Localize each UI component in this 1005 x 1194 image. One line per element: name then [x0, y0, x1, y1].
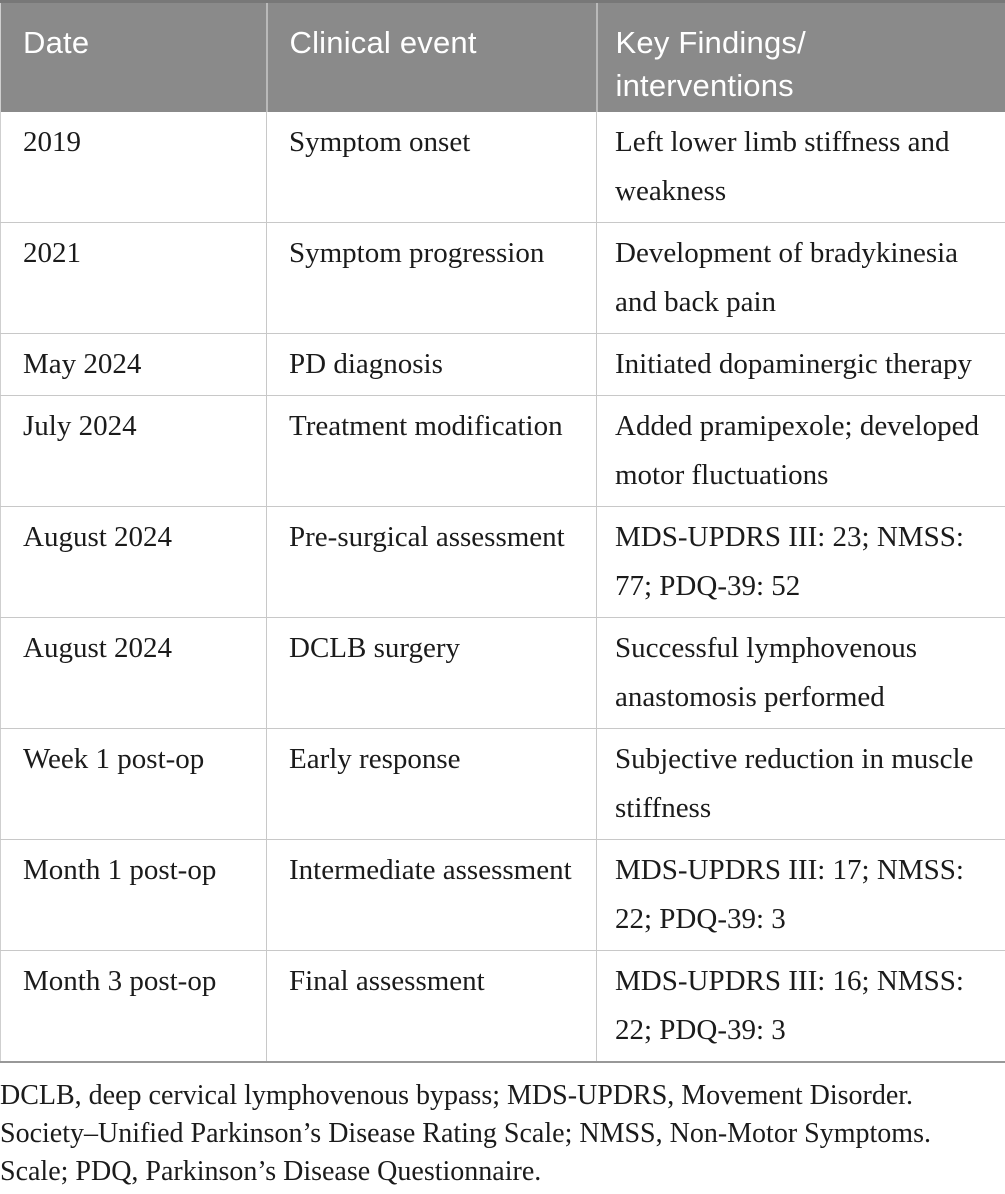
- findings-cell: Left lower limb stiffness and weakness: [596, 111, 1005, 223]
- table-row: 2019 Symptom onset Left lower limb stiff…: [0, 111, 1005, 223]
- table-row: Month 3 post-op Final assessment MDS-UPD…: [0, 950, 1005, 1063]
- event-cell: PD diagnosis: [266, 333, 597, 396]
- table-footnote: DCLB, deep cervical lymphovenous bypass;…: [0, 1079, 931, 1187]
- event-cell: Symptom progression: [266, 222, 597, 334]
- findings-cell: Added pramipexole; developed motor fluct…: [596, 395, 1005, 507]
- table-header-row: Date Clinical event Key Findings/ interv…: [0, 0, 1005, 112]
- event-cell: Intermediate assessment: [266, 839, 597, 951]
- table-row: August 2024 Pre-surgical assessment MDS-…: [0, 506, 1005, 618]
- event-cell: Pre-surgical assessment: [266, 506, 597, 618]
- event-cell: Early response: [266, 728, 597, 840]
- date-cell: Month 3 post-op: [0, 950, 267, 1063]
- table-row: August 2024 DCLB surgery Successful lymp…: [0, 617, 1005, 729]
- clinical-timeline-table: Date Clinical event Key Findings/ interv…: [0, 0, 1005, 1063]
- header-cell-date: Date: [0, 0, 267, 112]
- findings-cell: Initiated dopaminergic therapy: [596, 333, 1005, 396]
- date-cell: 2021: [0, 222, 267, 334]
- date-cell: Week 1 post-op: [0, 728, 267, 840]
- findings-cell: MDS-UPDRS III: 17; NMSS: 22; PDQ-39: 3: [596, 839, 1005, 951]
- table-row: 2021 Symptom progression Development of …: [0, 222, 1005, 334]
- date-cell: August 2024: [0, 506, 267, 618]
- date-cell: Month 1 post-op: [0, 839, 267, 951]
- event-cell: Final assessment: [266, 950, 597, 1063]
- findings-cell: MDS-UPDRS III: 16; NMSS: 22; PDQ-39: 3: [596, 950, 1005, 1063]
- findings-cell: Successful lymphovenous anastomosis perf…: [596, 617, 1005, 729]
- table-row: Week 1 post-op Early response Subjective…: [0, 728, 1005, 840]
- date-cell: May 2024: [0, 333, 267, 396]
- table-row: May 2024 PD diagnosis Initiated dopamine…: [0, 333, 1005, 396]
- date-cell: 2019: [0, 111, 267, 223]
- date-cell: July 2024: [0, 395, 267, 507]
- event-cell: DCLB surgery: [266, 617, 597, 729]
- findings-cell: Development of bradykinesia and back pai…: [596, 222, 1005, 334]
- findings-cell: Subjective reduction in muscle stiffness: [596, 728, 1005, 840]
- findings-cell: MDS-UPDRS III: 23; NMSS: 77; PDQ-39: 52: [596, 506, 1005, 618]
- table-row: July 2024 Treatment modification Added p…: [0, 395, 1005, 507]
- date-cell: August 2024: [0, 617, 267, 729]
- header-cell-clinical-event: Clinical event: [265, 0, 597, 112]
- event-cell: Treatment modification: [266, 395, 597, 507]
- table-row: Month 1 post-op Intermediate assessment …: [0, 839, 1005, 951]
- event-cell: Symptom onset: [266, 111, 597, 223]
- header-cell-key-findings: Key Findings/ interventions: [595, 0, 1005, 112]
